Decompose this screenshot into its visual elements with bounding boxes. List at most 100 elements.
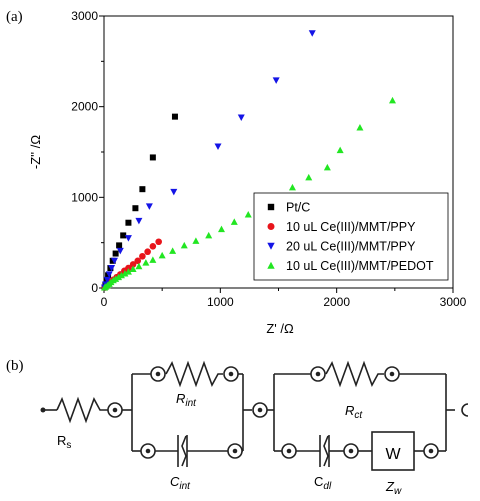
data-point bbox=[323, 163, 331, 171]
data-point bbox=[120, 232, 127, 239]
data-point bbox=[135, 262, 143, 270]
data-point bbox=[129, 261, 137, 268]
data-point bbox=[121, 269, 129, 277]
data-point bbox=[129, 265, 137, 272]
data-point bbox=[149, 242, 157, 250]
data-point bbox=[103, 276, 111, 284]
data-point bbox=[180, 241, 188, 249]
node-dot bbox=[232, 448, 238, 454]
data-point bbox=[142, 259, 150, 266]
data-point bbox=[305, 173, 313, 181]
data-point bbox=[230, 218, 238, 225]
y-tick-label: 1000 bbox=[71, 190, 98, 204]
data-point bbox=[132, 205, 139, 212]
zw-label: Zw bbox=[385, 479, 402, 497]
equivalent-circuit: Rs Rint Cint Rct Cdl W Zw bbox=[40, 360, 469, 497]
legend-box bbox=[253, 192, 449, 281]
node-dot bbox=[145, 448, 151, 454]
rct-label: Rct bbox=[345, 403, 363, 421]
node-dot bbox=[155, 371, 161, 377]
resistor-rs bbox=[56, 396, 108, 424]
rint-label: Rint bbox=[176, 391, 197, 409]
legend-entry: 10 uL Ce(III)/MMT/PEDOT bbox=[286, 259, 434, 273]
circuit-nodes bbox=[107, 366, 439, 459]
rs-label: Rs bbox=[57, 433, 71, 451]
data-point bbox=[135, 217, 143, 225]
cint-label: Cint bbox=[170, 474, 191, 492]
data-point bbox=[217, 225, 225, 233]
data-point bbox=[336, 146, 344, 154]
node-dot bbox=[228, 371, 234, 377]
data-point bbox=[171, 113, 178, 120]
panel-b-label: (b) bbox=[6, 358, 24, 374]
data-point bbox=[144, 248, 151, 256]
x-tick-label: 0 bbox=[101, 295, 108, 309]
data-point bbox=[125, 219, 132, 226]
x-tick-label: 3000 bbox=[440, 295, 467, 309]
data-point bbox=[105, 271, 113, 278]
node-dot bbox=[348, 448, 354, 454]
legend-marker bbox=[267, 261, 275, 269]
resistor-rint bbox=[165, 360, 223, 388]
y-tick-label: 3000 bbox=[71, 9, 98, 23]
data-point bbox=[145, 203, 153, 210]
y-tick-label: 0 bbox=[91, 281, 98, 295]
legend-entry: 10 uL Ce(III)/MMT/PPY bbox=[286, 220, 416, 234]
x-tick-label: 1000 bbox=[207, 295, 234, 309]
data-point bbox=[170, 188, 178, 196]
data-point bbox=[116, 247, 124, 255]
data-point bbox=[134, 257, 142, 265]
y-axis-label: -Z'' /Ω bbox=[28, 135, 43, 169]
data-point bbox=[110, 257, 118, 265]
panel-a-label: (a) bbox=[6, 9, 23, 25]
legend-marker bbox=[267, 223, 275, 230]
data-point bbox=[205, 231, 213, 239]
data-points bbox=[101, 30, 397, 292]
data-point bbox=[116, 242, 123, 249]
data-point bbox=[169, 247, 177, 254]
node-dot bbox=[257, 407, 263, 413]
data-point bbox=[149, 256, 157, 263]
legend: Pt/C 10 uL Ce(III)/MMT/PPY 20 uL Ce(III)/M… bbox=[253, 192, 449, 281]
circuit-wires bbox=[44, 360, 469, 471]
nyquist-chart: 0 1000 2000 3000 0 1000 2000 3000 Z' /Ω -Z'' /Ω… bbox=[28, 9, 467, 336]
y-tick-label: 2000 bbox=[71, 100, 98, 114]
data-point bbox=[108, 265, 116, 272]
axis-ticks: 0 1000 2000 3000 0 1000 2000 3000 bbox=[71, 9, 466, 309]
data-point bbox=[237, 114, 245, 122]
data-point bbox=[356, 124, 364, 131]
legend-entry: Pt/C bbox=[286, 201, 310, 215]
data-point bbox=[117, 271, 125, 279]
data-point bbox=[115, 273, 123, 281]
data-point bbox=[149, 154, 156, 161]
data-point bbox=[389, 96, 397, 104]
data-point bbox=[214, 143, 222, 151]
legend-marker bbox=[267, 242, 275, 250]
data-point bbox=[158, 251, 166, 259]
legend-entry: 20 uL Ce(III)/MMT/PPY bbox=[286, 240, 416, 254]
x-axis-label: Z' /Ω bbox=[266, 321, 294, 336]
input-terminal bbox=[40, 407, 46, 413]
data-point bbox=[124, 268, 132, 275]
legend-marker bbox=[267, 203, 275, 211]
node-dot bbox=[389, 371, 395, 377]
data-point bbox=[112, 250, 119, 257]
node-dot bbox=[112, 407, 118, 413]
resistor-rct bbox=[325, 360, 384, 388]
data-point bbox=[112, 275, 120, 282]
data-point bbox=[125, 264, 132, 272]
x-tick-label: 2000 bbox=[323, 295, 350, 309]
data-point bbox=[192, 237, 200, 244]
data-point bbox=[272, 77, 280, 84]
node-dot bbox=[315, 371, 321, 377]
data-point bbox=[308, 30, 316, 37]
data-point bbox=[139, 252, 146, 260]
node-dot bbox=[286, 448, 292, 454]
data-point bbox=[155, 238, 162, 246]
data-point bbox=[124, 235, 132, 242]
data-point bbox=[139, 186, 146, 193]
data-point bbox=[244, 211, 252, 218]
data-point bbox=[288, 183, 296, 191]
warburg-box-label: W bbox=[385, 446, 401, 463]
cdl-label: Cdl bbox=[314, 474, 332, 492]
